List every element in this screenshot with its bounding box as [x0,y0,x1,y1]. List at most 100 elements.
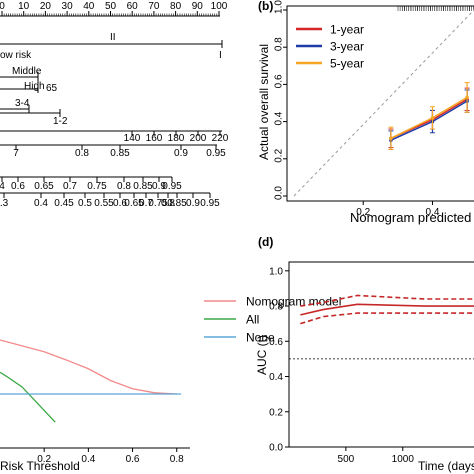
nodes-1-2-label: 1-2 [53,116,68,127]
auc-x-label: Time (days [418,459,474,473]
stage-ii-label: II [110,32,116,43]
total-points-tick-label: 220 [212,133,229,144]
dca-x-label: Risk Threshold [0,459,80,473]
points-tick-label: 30 [62,1,74,12]
survival-5yr-tick-label: .3 [0,198,9,209]
calib-point [430,116,435,120]
dca-x-tick-label: 0.4 [81,454,95,465]
total-points-tick-label: 140 [124,133,141,144]
dca-legend-label: Nomogram model [246,295,341,309]
auc-line-upper [300,294,474,307]
survival-3yr-tick-label: 0.6 [11,181,25,192]
calib-legend-label: 5-year [330,57,364,71]
points-tick-label: 60 [127,1,139,12]
survival-3yr-tick-label: 0.7 [63,181,77,192]
points-tick-label: 40 [83,1,95,12]
risk-low-label: ow risk [0,50,32,61]
auc-y-tick-label: 1.0 [269,266,283,277]
survival-5yr-tick-label: 0.9 [186,198,200,209]
survival-3yr-tick-label: 0.85 [133,181,153,192]
calib-y-tick-label: 0.4 [274,111,285,125]
calib-legend-label: 1-year [330,23,364,37]
calib-y-tick-label: 1.0 [274,0,285,14]
auc-y-tick-label: 0.6 [269,337,283,348]
points-tick-label: 70 [148,1,160,12]
calibration-x-label: Nomogram predicted o [350,210,474,225]
dca-legend-label: None [246,331,275,345]
calib-y-tick-label: 0.6 [274,74,285,88]
survival-5yr-tick-label: 0.75 [148,198,168,209]
survival-5yr-tick-label: 0.85 [167,198,187,209]
survival-5yr-tick-label: 0.45 [54,198,74,209]
decision-curve-panel: 0.2 0.4 0.6 0.8 Nomogram model All None Risk … [0,295,341,473]
calibration-panel: (b) 0.0 0.2 0.4 0.6 0.8 1.0 0.2 0.4 1-year 3-ye… [257,0,474,225]
auc-plot-frame [288,261,474,448]
stage-i-label: I [219,50,222,61]
dca-line-all [0,371,56,423]
auc-line-AUC [300,303,474,316]
survival-3yr-tick-label: 0.65 [34,181,54,192]
points-tick-label: 90 [192,1,204,12]
points-tick-label: 20 [40,1,52,12]
nodes-3-4-label: 3-4 [15,98,30,109]
ideal-line [293,9,474,197]
survival-5yr-tick-label: 0.55 [94,198,114,209]
grade-middle-label: Middle [12,66,42,77]
survival-5yr-tick-label: 0.65 [124,198,144,209]
survival-5yr-tick-label: 0.7 [139,198,153,209]
calib-y-tick-label: 0.8 [274,37,285,51]
calib-y-tick-label: 0.0 [274,186,285,200]
dca-line-nomogram-model [0,339,177,395]
calibration-y-label: Actual overall survival [257,44,271,160]
auc-y-label: AUC (t) [255,335,269,375]
auc-y-tick-label: 0.0 [269,443,283,454]
auc-y-tick-label: 0.4 [269,372,283,383]
auc-line-lower [300,312,474,325]
dca-legend-label: All [246,313,259,327]
dca-x-tick-label: 0.2 [37,454,51,465]
calib-point [389,136,393,141]
auc-y-tick-label: 0.8 [269,302,283,313]
survival-5yr-tick-label: 0.8 [161,198,175,209]
total-points-tick-label: 160 [146,133,163,144]
panel-b-title: (b) [258,0,273,13]
survival-1yr-tick-label: 0.8 [75,148,89,159]
nomogram-panel: 0 10 20 30 40 50 60 70 80 90 100 ow risk II I Midd… [0,1,229,209]
points-tick-label: 0 [0,1,5,12]
calib-x-tick-label: 0.2 [356,207,370,218]
survival-5yr-tick-label: 0.6 [113,198,127,209]
survival-1yr-tick-label: 0.9 [174,148,188,159]
survival-3yr-tick-label: 0.75 [87,181,107,192]
panel-d-title: (d) [258,235,273,249]
calib-point [465,95,469,100]
auc-panel: (d) 0.0 0.2 0.4 0.6 0.8 1.0 500 1000 AUC (t) T… [255,235,474,473]
dca-x-tick-label: 0.8 [170,454,184,465]
age-65-label: 65 [46,83,58,94]
calibration-plot-frame [286,5,474,202]
survival-3yr-tick-label: 0.9 [152,181,166,192]
points-tick-label: 100 [211,1,228,12]
survival-3yr-tick-label: 0.95 [162,181,182,192]
survival-5yr-tick-label: 0.5 [78,198,92,209]
total-points-tick-label: 200 [190,133,207,144]
survival-5yr-tick-label: 0.4 [34,198,48,209]
auc-x-tick-label: 500 [338,454,355,465]
auc-y-tick-label: 0.2 [269,407,283,418]
points-tick-label: 10 [18,1,30,12]
survival-3yr-tick-label: 0.8 [117,181,131,192]
survival-5yr-tick-label: 0.95 [200,198,220,209]
calib-x-tick-label: 0.4 [426,207,440,218]
total-points-tick-label: 180 [168,133,185,144]
survival-1yr-tick-label: 0.85 [110,148,130,159]
calib-line-5-year [390,96,468,140]
points-tick-label: 50 [105,1,117,12]
survival-3yr-tick-label: 4 [0,181,5,192]
points-tick-label: 80 [170,1,182,12]
survival-1yr-tick-label: 7 [13,148,19,159]
dca-x-tick-label: 0.6 [126,454,140,465]
calib-y-tick-label: 0.2 [274,148,285,162]
auc-x-tick-label: 1000 [392,454,415,465]
grade-high-label: High [24,81,45,92]
survival-1yr-tick-label: 0.95 [206,148,226,159]
